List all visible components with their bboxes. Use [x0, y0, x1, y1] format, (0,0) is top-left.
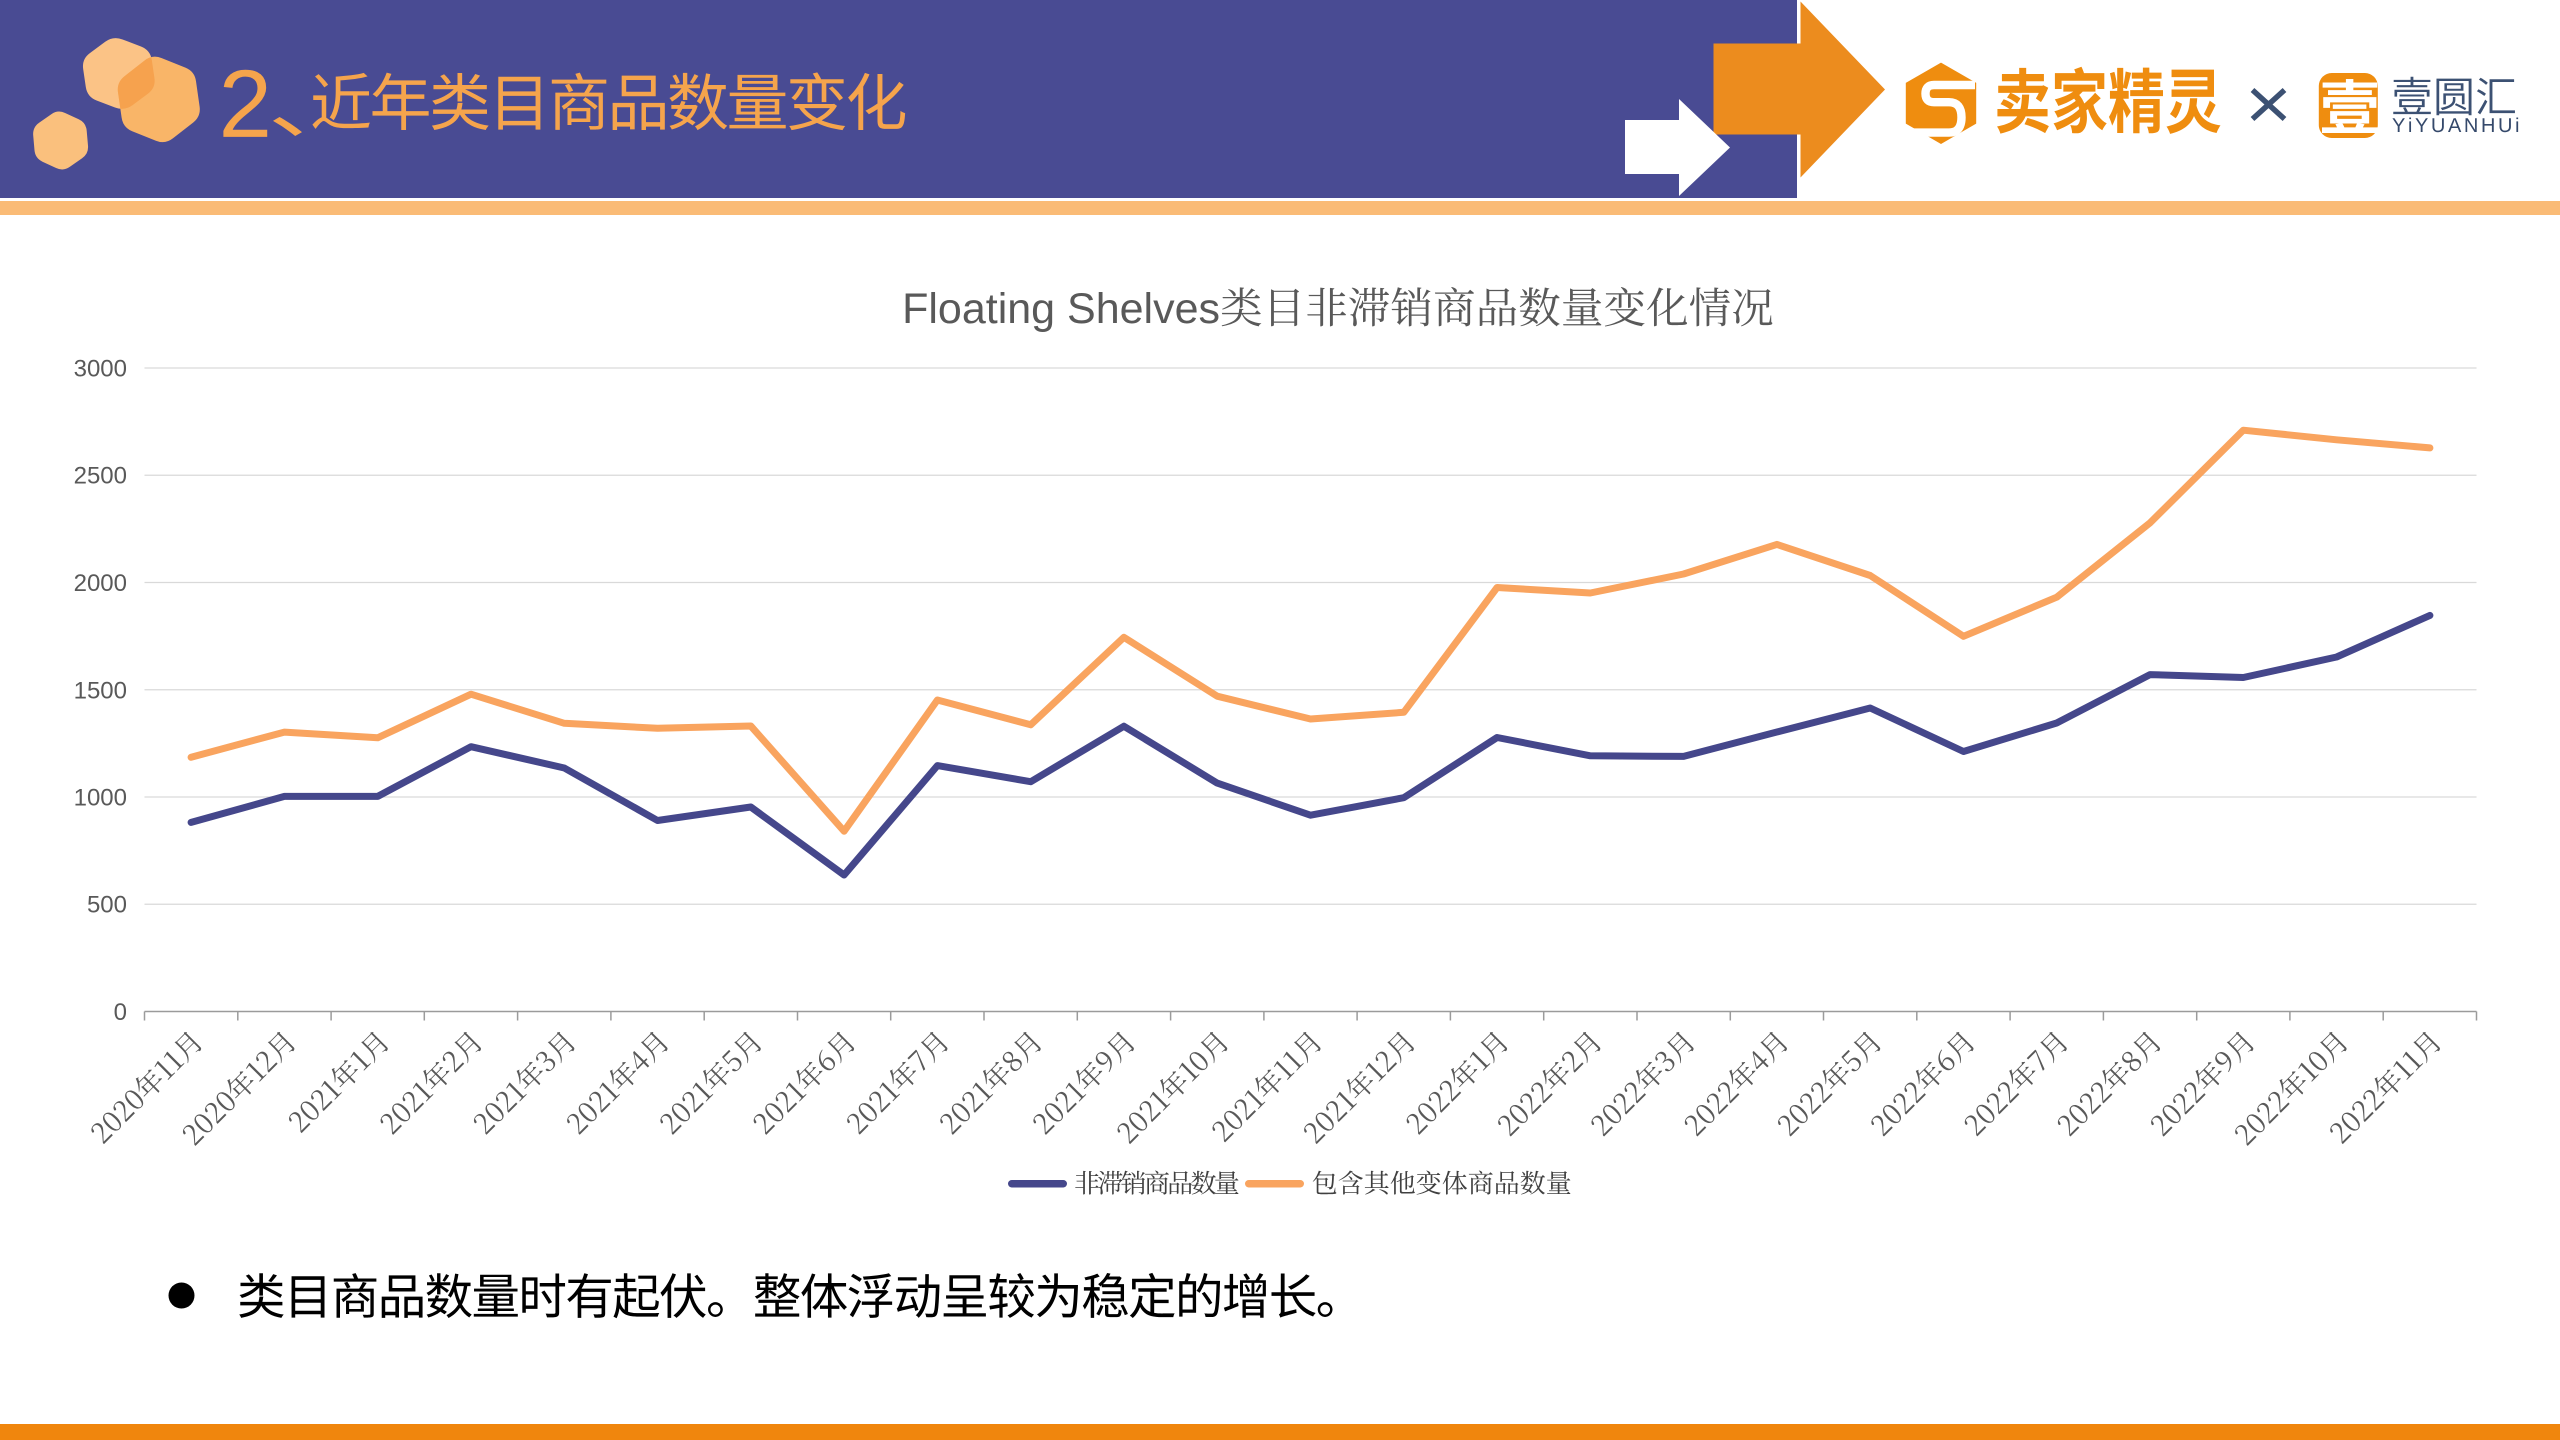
svg-text:1000: 1000	[74, 785, 127, 812]
svg-text:500: 500	[87, 892, 127, 919]
svg-text:1500: 1500	[74, 677, 127, 704]
svg-text:0: 0	[114, 999, 127, 1026]
svg-text:3000: 3000	[74, 356, 127, 383]
svg-text:2000: 2000	[74, 570, 127, 597]
svg-text:2500: 2500	[74, 463, 127, 490]
svg-text:Floating Shelves: Floating Shelves	[902, 285, 1220, 333]
